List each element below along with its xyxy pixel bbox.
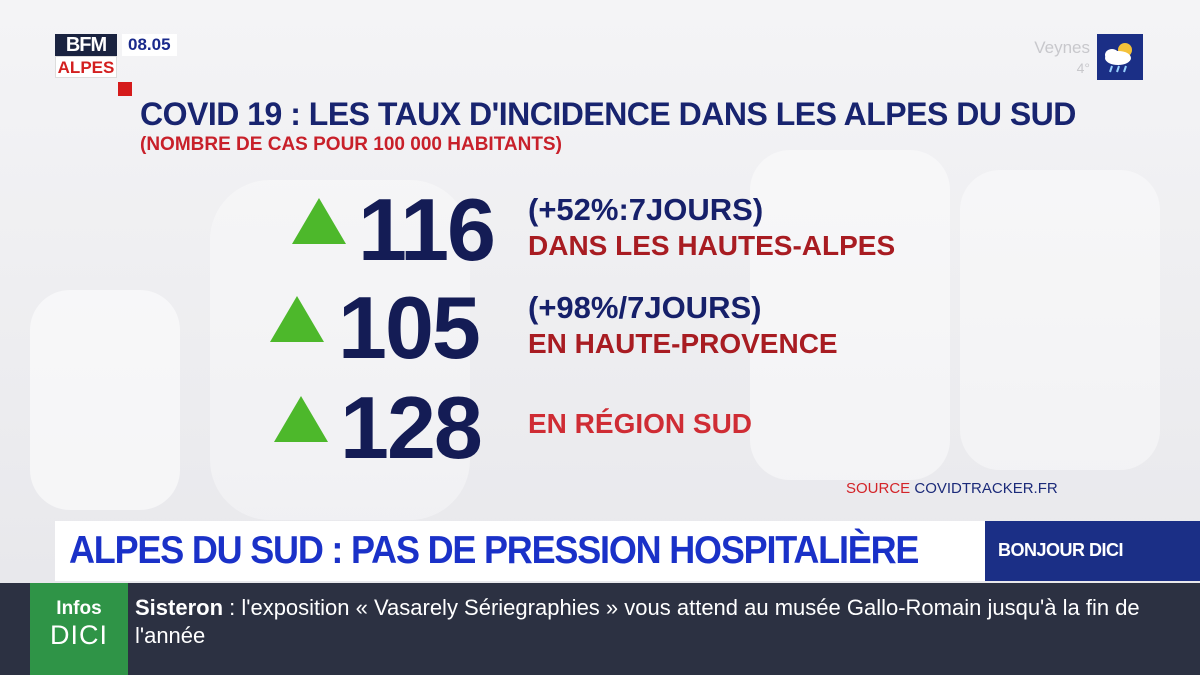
up-triangle-icon	[270, 296, 324, 342]
stat-change: (+52%:7JOURS)	[528, 192, 764, 227]
source-site: COVIDTRACKER.FR	[914, 480, 1058, 497]
stat-value: 105	[338, 278, 481, 377]
red-square-marker	[118, 82, 132, 96]
stat-place: EN RÉGION SUD	[528, 408, 753, 439]
logo-bottom: ALPES	[55, 56, 117, 78]
banner-text: ALPES DU SUD : PAS DE PRESSION HOSPITALI…	[69, 527, 919, 572]
stat-value: 116	[358, 180, 496, 279]
ticker-brand: Infos DICI	[30, 583, 128, 675]
stat-value: 128	[340, 378, 483, 477]
ticker-message: l'exposition « Vasarely Sériegraphies » …	[135, 595, 1140, 648]
clock: 08.05	[122, 34, 177, 56]
ticker-location: Sisteron	[135, 595, 224, 620]
headline-subtitle: (NOMBRE DE CAS POUR 100 000 HABITANTS)	[140, 134, 562, 155]
channel-logo: BFM ALPES	[55, 34, 117, 80]
stat-change: (+98%/7JOURS)	[528, 290, 762, 325]
stat-place: EN HAUTE-PROVENCE	[528, 328, 838, 359]
news-ticker	[0, 583, 1200, 675]
headline-banner: ALPES DU SUD : PAS DE PRESSION HOSPITALI…	[55, 521, 985, 581]
show-badge: BONJOUR DICI	[985, 521, 1200, 581]
logo-top: BFM	[55, 34, 117, 56]
cloud-sun-rain-icon	[1097, 34, 1143, 80]
ticker-brand-top: Infos	[56, 598, 102, 619]
ticker-text: Sisteron : l'exposition « Vasarely Série…	[135, 594, 1185, 650]
weather-temp: 4°	[1076, 60, 1090, 76]
source-label: SOURCE	[846, 480, 911, 497]
weather-city: Veynes	[1034, 38, 1090, 57]
up-triangle-icon	[274, 396, 328, 442]
up-triangle-icon	[292, 198, 346, 244]
source-credit: SOURCE COVIDTRACKER.FR	[846, 480, 1058, 497]
ticker-brand-bottom: DICI	[50, 620, 108, 650]
headline-title: COVID 19 : LES TAUX D'INCIDENCE DANS LES…	[140, 96, 1076, 132]
ticker-separator: :	[223, 595, 242, 620]
stat-place: DANS LES HAUTES-ALPES	[528, 230, 896, 261]
show-name: BONJOUR DICI	[998, 540, 1124, 560]
